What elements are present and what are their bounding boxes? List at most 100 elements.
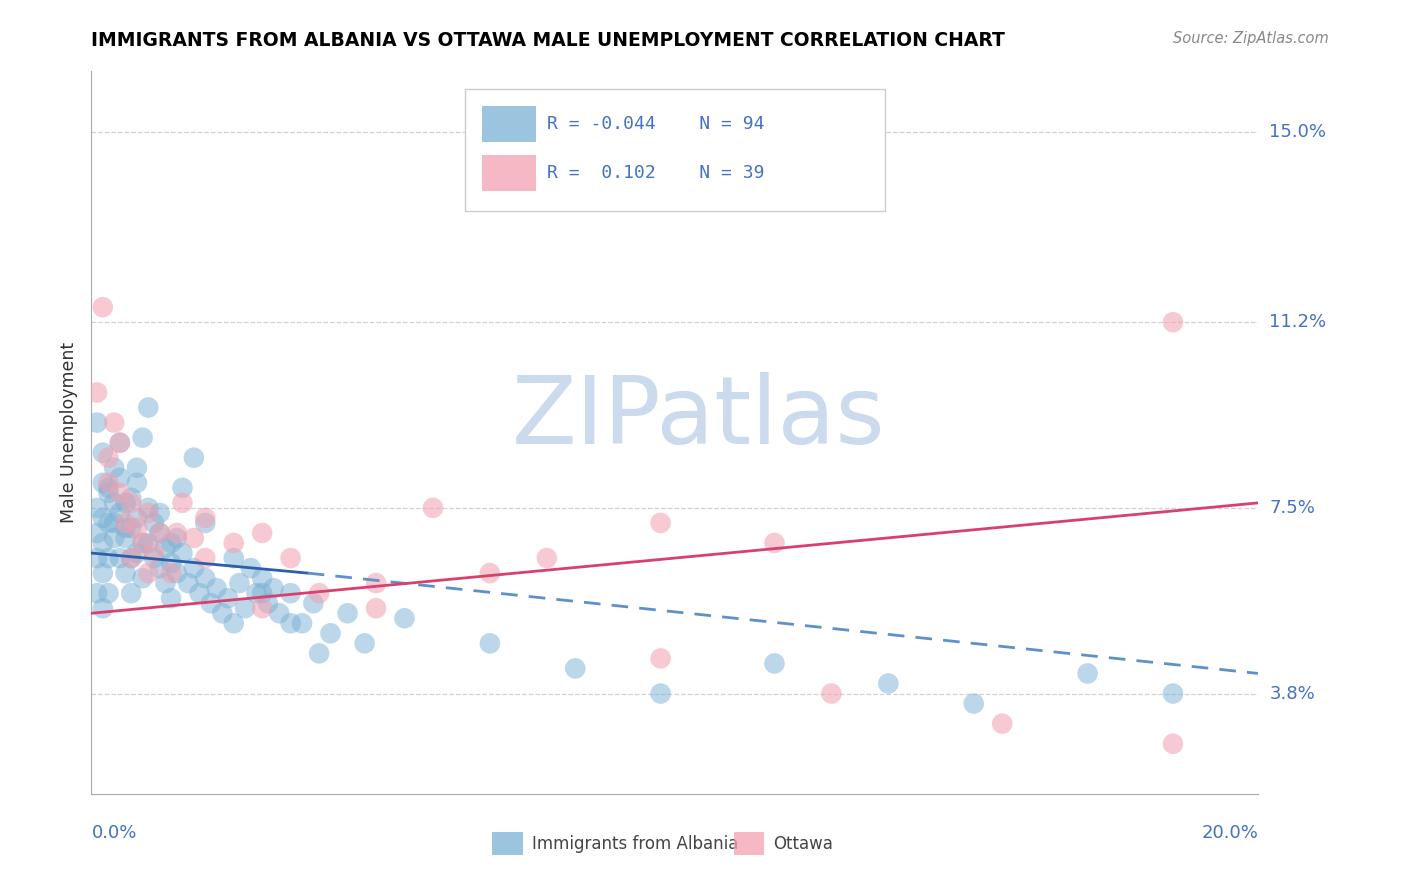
Point [114,496,136,510]
Point [131,536,153,550]
Point [991,716,1014,731]
Point [291,616,314,631]
Point [963,697,986,711]
Point [478,636,501,650]
Point [194,511,217,525]
Point [222,551,245,566]
Point [160,591,183,606]
Point [245,586,267,600]
Text: Immigrants from Albania: Immigrants from Albania [531,835,738,853]
Text: 20.0%: 20.0% [1202,824,1258,842]
Point [108,435,131,450]
Text: R =  0.102    N = 39: R = 0.102 N = 39 [547,164,763,182]
Point [86,416,108,430]
Point [97,450,120,465]
Text: IMMIGRANTS FROM ALBANIA VS OTTAWA MALE UNEMPLOYMENT CORRELATION CHART: IMMIGRANTS FROM ALBANIA VS OTTAWA MALE U… [91,31,1005,50]
Point [131,571,153,585]
Point [108,551,131,566]
Point [103,496,125,510]
Point [222,536,245,550]
FancyBboxPatch shape [492,832,523,855]
Point [257,596,280,610]
Point [250,571,273,585]
Point [364,576,387,591]
Point [91,566,114,581]
Point [263,581,285,595]
Point [131,431,153,445]
Point [166,566,188,581]
Point [536,551,558,566]
Point [91,475,114,490]
Point [650,687,672,701]
Text: ZIPatlas: ZIPatlas [512,372,884,464]
Point [160,556,183,570]
Point [125,475,148,490]
Point [114,566,136,581]
Point [172,546,194,560]
Point [1077,666,1099,681]
Point [97,586,120,600]
Point [108,471,131,485]
Point [91,511,114,525]
Point [149,526,172,541]
Point [86,586,108,600]
Point [143,551,166,566]
Point [120,521,142,535]
Y-axis label: Male Unemployment: Male Unemployment [59,342,77,524]
Point [194,516,217,530]
Point [172,496,194,510]
Point [820,687,842,701]
Point [97,475,120,490]
Point [280,551,302,566]
Point [91,536,114,550]
Point [136,500,159,515]
Point [308,586,330,600]
Point [136,506,159,520]
Point [120,491,142,505]
Point [86,526,108,541]
Point [149,506,172,520]
Point [160,536,183,550]
Point [108,485,131,500]
Point [114,516,136,530]
Point [364,601,387,615]
Point [763,536,786,550]
Point [1161,687,1184,701]
Point [108,435,131,450]
Point [136,536,159,550]
Point [353,636,375,650]
Point [149,526,172,541]
Point [564,661,586,675]
Point [194,551,217,566]
Point [91,601,114,615]
Point [222,616,245,631]
Point [280,616,302,631]
Point [302,596,325,610]
Point [319,626,342,640]
Point [149,561,172,575]
Point [166,526,188,541]
Point [97,481,120,495]
Point [120,551,142,566]
Point [131,536,153,550]
Point [188,586,211,600]
Point [269,607,291,621]
Point [86,500,108,515]
Point [86,385,108,400]
Point [120,586,142,600]
Text: 15.0%: 15.0% [1270,122,1326,141]
Point [103,460,125,475]
Point [108,506,131,520]
Point [120,551,142,566]
FancyBboxPatch shape [482,106,536,142]
Point [336,607,359,621]
Point [1161,315,1184,329]
Point [103,516,125,530]
Point [103,416,125,430]
Point [103,531,125,545]
Point [394,611,416,625]
Point [160,566,183,581]
Point [183,561,205,575]
Text: 0.0%: 0.0% [91,824,136,842]
FancyBboxPatch shape [734,832,763,855]
